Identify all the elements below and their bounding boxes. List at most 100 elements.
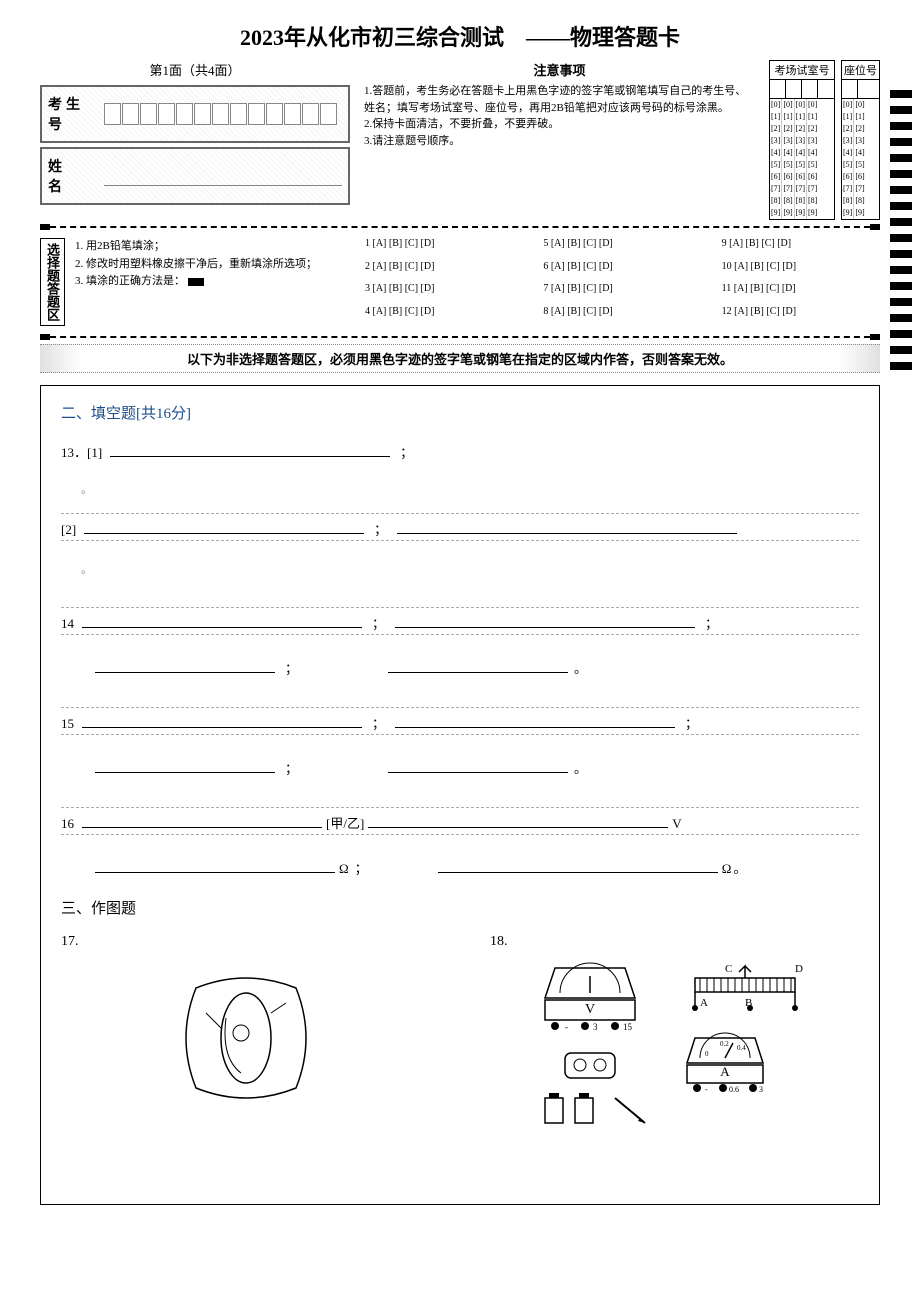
bubble-digit[interactable]: [8] xyxy=(807,195,818,207)
choice-item-7[interactable]: 7 [A] [B] [C] [D] xyxy=(543,283,701,304)
choice-item-8[interactable]: 8 [A] [B] [C] [D] xyxy=(543,306,701,327)
bubble-digit[interactable]: [2] xyxy=(854,123,865,135)
bubble-digit[interactable]: [2] xyxy=(842,123,853,135)
blank-16-3[interactable] xyxy=(95,855,335,873)
bubble-digit[interactable]: [7] xyxy=(842,183,853,195)
rs-input-box[interactable] xyxy=(802,80,818,98)
bubble-digit[interactable]: [4] xyxy=(782,147,793,159)
bubble-digit[interactable]: [5] xyxy=(770,159,781,171)
blank-15-2[interactable] xyxy=(395,710,675,728)
bubble-digit[interactable]: [6] xyxy=(795,171,806,183)
bubble-digit[interactable]: [2] xyxy=(770,123,781,135)
digit-box[interactable] xyxy=(248,103,265,125)
bubble-digit[interactable]: [8] xyxy=(795,195,806,207)
blank-13-3[interactable] xyxy=(397,516,737,534)
blank-16-2[interactable] xyxy=(368,810,668,828)
blank-14-2[interactable] xyxy=(395,610,695,628)
bubble-digit[interactable]: [1] xyxy=(770,111,781,123)
digit-box[interactable] xyxy=(230,103,247,125)
bubble-digit[interactable]: [9] xyxy=(842,207,853,219)
choice-item-10[interactable]: 10 [A] [B] [C] [D] xyxy=(722,261,880,282)
bubble-digit[interactable]: [4] xyxy=(807,147,818,159)
bubble-digit[interactable]: [1] xyxy=(782,111,793,123)
bubble-digit[interactable]: [6] xyxy=(842,171,853,183)
blank-15-3[interactable] xyxy=(95,755,275,773)
bubble-digit[interactable]: [8] xyxy=(770,195,781,207)
bubble-digit[interactable]: [0] xyxy=(807,99,818,111)
bubble-digit[interactable]: [2] xyxy=(782,123,793,135)
digit-box[interactable] xyxy=(320,103,337,125)
bubble-digit[interactable]: [1] xyxy=(842,111,853,123)
bubble-digit[interactable]: [3] xyxy=(842,135,853,147)
digit-box[interactable] xyxy=(194,103,211,125)
digit-box[interactable] xyxy=(302,103,319,125)
seat-bubble-grid[interactable]: [0][1][2][3][4][5][6][7][8][9][0][1][2][… xyxy=(842,99,879,219)
room-bubble-grid[interactable]: [0][1][2][3][4][5][6][7][8][9][0][1][2][… xyxy=(770,99,834,219)
digit-box[interactable] xyxy=(176,103,193,125)
bubble-digit[interactable]: [2] xyxy=(807,123,818,135)
bubble-digit[interactable]: [5] xyxy=(807,159,818,171)
digit-box[interactable] xyxy=(140,103,157,125)
bubble-digit[interactable]: [2] xyxy=(795,123,806,135)
bubble-digit[interactable]: [5] xyxy=(782,159,793,171)
bubble-digit[interactable]: [8] xyxy=(782,195,793,207)
bubble-digit[interactable]: [3] xyxy=(795,135,806,147)
bubble-digit[interactable]: [7] xyxy=(854,183,865,195)
bubble-digit[interactable]: [3] xyxy=(854,135,865,147)
room-input-boxes[interactable] xyxy=(770,80,834,99)
blank-14-1[interactable] xyxy=(82,610,362,628)
bubble-digit[interactable]: [4] xyxy=(795,147,806,159)
bubble-digit[interactable]: [3] xyxy=(807,135,818,147)
bubble-digit[interactable]: [0] xyxy=(782,99,793,111)
blank-14-3[interactable] xyxy=(95,655,275,673)
choice-item-4[interactable]: 4 [A] [B] [C] [D] xyxy=(365,306,523,327)
bubble-digit[interactable]: [9] xyxy=(807,207,818,219)
blank-16-1[interactable] xyxy=(82,810,322,828)
bubble-digit[interactable]: [6] xyxy=(807,171,818,183)
blank-16-4[interactable] xyxy=(438,855,718,873)
choice-item-3[interactable]: 3 [A] [B] [C] [D] xyxy=(365,283,523,304)
bubble-digit[interactable]: [9] xyxy=(854,207,865,219)
bubble-digit[interactable]: [3] xyxy=(770,135,781,147)
bubble-digit[interactable]: [8] xyxy=(842,195,853,207)
rs-input-box[interactable] xyxy=(842,80,858,98)
digit-box[interactable] xyxy=(266,103,283,125)
q17-figure[interactable] xyxy=(61,958,430,1118)
bubble-digit[interactable]: [5] xyxy=(854,159,865,171)
choice-item-6[interactable]: 6 [A] [B] [C] [D] xyxy=(543,261,701,282)
choice-item-9[interactable]: 9 [A] [B] [C] [D] xyxy=(722,238,880,259)
rs-input-box[interactable] xyxy=(770,80,786,98)
blank-13-2[interactable] xyxy=(84,516,364,534)
digit-box[interactable] xyxy=(212,103,229,125)
blank-13-1[interactable] xyxy=(110,439,390,457)
digit-box[interactable] xyxy=(158,103,175,125)
choice-item-12[interactable]: 12 [A] [B] [C] [D] xyxy=(722,306,880,327)
bubble-digit[interactable]: [9] xyxy=(782,207,793,219)
bubble-digit[interactable]: [4] xyxy=(854,147,865,159)
bubble-digit[interactable]: [6] xyxy=(782,171,793,183)
bubble-digit[interactable]: [4] xyxy=(842,147,853,159)
bubble-digit[interactable]: [4] xyxy=(770,147,781,159)
bubble-digit[interactable]: [5] xyxy=(842,159,853,171)
choice-item-1[interactable]: 1 [A] [B] [C] [D] xyxy=(365,238,523,259)
seat-input-boxes[interactable] xyxy=(842,80,879,99)
bubble-digit[interactable]: [7] xyxy=(770,183,781,195)
bubble-digit[interactable]: [9] xyxy=(770,207,781,219)
choice-item-5[interactable]: 5 [A] [B] [C] [D] xyxy=(543,238,701,259)
bubble-digit[interactable]: [1] xyxy=(795,111,806,123)
bubble-digit[interactable]: [7] xyxy=(795,183,806,195)
bubble-digit[interactable]: [0] xyxy=(795,99,806,111)
rs-input-box[interactable] xyxy=(786,80,802,98)
digit-box[interactable] xyxy=(284,103,301,125)
bubble-digit[interactable]: [9] xyxy=(795,207,806,219)
bubble-digit[interactable]: [5] xyxy=(795,159,806,171)
student-id-digits[interactable] xyxy=(104,103,337,125)
digit-box[interactable] xyxy=(122,103,139,125)
name-input-line[interactable] xyxy=(104,166,342,186)
bubble-digit[interactable]: [1] xyxy=(807,111,818,123)
bubble-digit[interactable]: [0] xyxy=(842,99,853,111)
choice-item-2[interactable]: 2 [A] [B] [C] [D] xyxy=(365,261,523,282)
blank-14-4[interactable] xyxy=(388,655,568,673)
bubble-digit[interactable]: [6] xyxy=(854,171,865,183)
bubble-digit[interactable]: [3] xyxy=(782,135,793,147)
